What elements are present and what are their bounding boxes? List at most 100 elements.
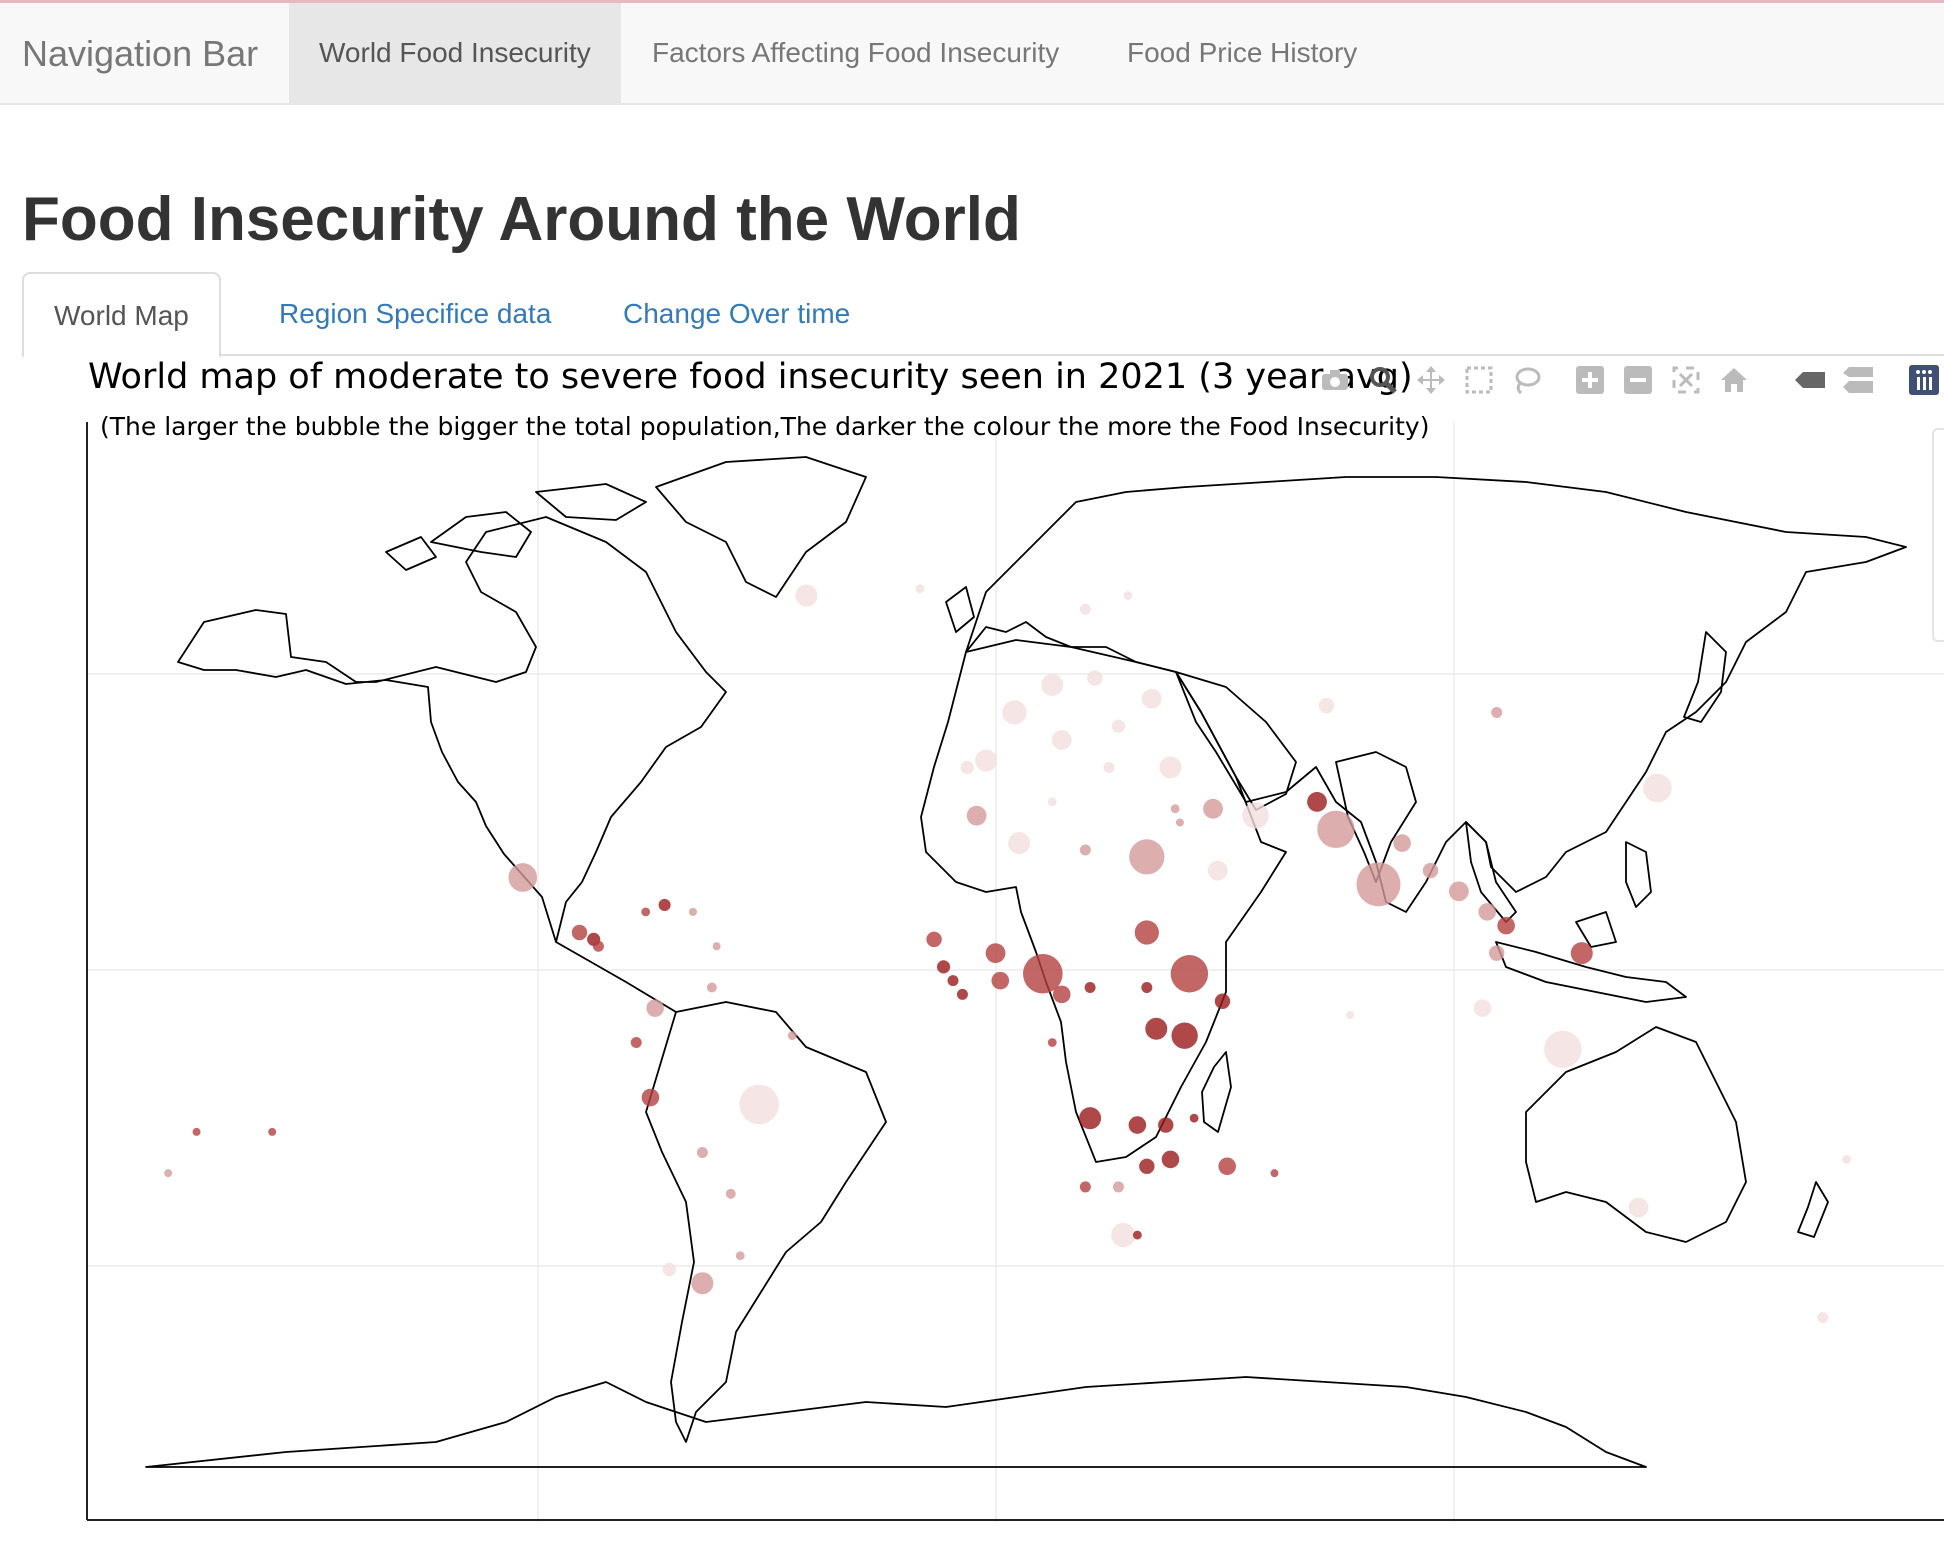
- zoom-in-icon[interactable]: [1570, 355, 1610, 405]
- country-bubble[interactable]: [915, 584, 925, 594]
- nav-food-price-history[interactable]: Food Price History: [1127, 37, 1358, 68]
- country-bubble[interactable]: [975, 749, 998, 772]
- country-bubble[interactable]: [508, 863, 538, 892]
- country-bubble[interactable]: [966, 805, 987, 826]
- country-bubble[interactable]: [1087, 670, 1103, 686]
- lasso-select-icon[interactable]: [1507, 355, 1547, 405]
- country-bubble[interactable]: [1488, 945, 1505, 961]
- country-bubble[interactable]: [1134, 920, 1159, 945]
- country-bubble[interactable]: [712, 942, 721, 951]
- country-bubble[interactable]: [1171, 1022, 1198, 1049]
- country-bubble[interactable]: [956, 988, 968, 1000]
- country-bubble[interactable]: [1207, 860, 1228, 881]
- country-bubble[interactable]: [739, 1084, 779, 1125]
- country-bubble[interactable]: [1051, 730, 1072, 750]
- country-bubble[interactable]: [1111, 1222, 1136, 1248]
- country-bubble[interactable]: [1422, 862, 1439, 879]
- pan-icon[interactable]: [1411, 355, 1451, 405]
- country-bubble[interactable]: [1129, 839, 1165, 875]
- country-bubble[interactable]: [1047, 797, 1057, 807]
- country-bubble[interactable]: [1393, 834, 1411, 852]
- bubble-layer[interactable]: [164, 584, 1851, 1324]
- reset-home-icon[interactable]: [1714, 355, 1754, 405]
- country-bubble[interactable]: [1643, 773, 1672, 803]
- country-bubble[interactable]: [985, 943, 1006, 964]
- country-bubble[interactable]: [795, 584, 818, 607]
- country-bubble[interactable]: [1448, 881, 1469, 902]
- country-bubble[interactable]: [1170, 955, 1209, 993]
- tab-world-map[interactable]: World Map: [22, 272, 221, 358]
- country-bubble[interactable]: [192, 1127, 201, 1136]
- country-bubble[interactable]: [1008, 832, 1031, 855]
- country-bubble[interactable]: [641, 907, 651, 917]
- nav-factors-affecting-food-insecurity[interactable]: Factors Affecting Food Insecurity: [652, 37, 1060, 68]
- world-map-chart[interactable]: [86, 422, 1944, 1522]
- country-bubble[interactable]: [1317, 810, 1355, 849]
- zoom-icon[interactable]: [1363, 355, 1403, 405]
- country-bubble[interactable]: [1491, 706, 1503, 718]
- country-bubble[interactable]: [1628, 1197, 1649, 1218]
- country-bubble[interactable]: [1544, 1030, 1582, 1069]
- country-bubble[interactable]: [1002, 700, 1027, 725]
- country-bubble[interactable]: [1128, 1116, 1147, 1134]
- country-bubble[interactable]: [641, 1088, 660, 1107]
- country-bubble[interactable]: [1123, 591, 1133, 600]
- country-bubble[interactable]: [991, 971, 1010, 990]
- zoom-out-icon[interactable]: [1618, 355, 1658, 405]
- country-bubble[interactable]: [1473, 999, 1492, 1017]
- country-bubble[interactable]: [706, 982, 717, 993]
- country-bubble[interactable]: [1203, 798, 1223, 819]
- country-bubble[interactable]: [646, 999, 664, 1017]
- country-bubble[interactable]: [1047, 1038, 1057, 1047]
- country-bubble[interactable]: [696, 1147, 708, 1159]
- country-bubble[interactable]: [630, 1037, 642, 1049]
- country-bubble[interactable]: [1145, 1017, 1168, 1040]
- country-bubble[interactable]: [1139, 1158, 1155, 1175]
- country-bubble[interactable]: [1346, 1011, 1355, 1020]
- box-select-icon[interactable]: [1459, 355, 1499, 405]
- country-bubble[interactable]: [1159, 756, 1182, 779]
- nav-world-food-insecurity[interactable]: World Food Insecurity: [289, 3, 621, 103]
- camera-icon[interactable]: [1315, 355, 1355, 405]
- country-bubble[interactable]: [1112, 1181, 1124, 1193]
- country-bubble[interactable]: [1356, 862, 1401, 907]
- country-bubble[interactable]: [1570, 942, 1593, 965]
- country-bubble[interactable]: [688, 907, 697, 916]
- country-bubble[interactable]: [1242, 802, 1269, 829]
- country-bubble[interactable]: [1132, 1230, 1142, 1240]
- country-bubble[interactable]: [571, 924, 588, 941]
- country-bubble[interactable]: [662, 1262, 676, 1277]
- country-bubble[interactable]: [1307, 791, 1327, 812]
- country-bubble[interactable]: [1158, 1117, 1174, 1133]
- country-bubble[interactable]: [1103, 761, 1115, 773]
- country-bubble[interactable]: [1842, 1155, 1851, 1164]
- country-bubble[interactable]: [1497, 916, 1515, 935]
- country-bubble[interactable]: [1189, 1113, 1199, 1123]
- country-bubble[interactable]: [1175, 818, 1184, 827]
- plotly-logo-icon[interactable]: [1904, 355, 1944, 405]
- country-bubble[interactable]: [1270, 1169, 1279, 1178]
- country-bubble[interactable]: [1079, 1181, 1091, 1193]
- country-bubble[interactable]: [268, 1127, 277, 1136]
- country-bubble[interactable]: [787, 1031, 797, 1041]
- country-bubble[interactable]: [1170, 804, 1180, 814]
- country-bubble[interactable]: [1084, 982, 1096, 994]
- country-bubble[interactable]: [947, 975, 959, 987]
- country-bubble[interactable]: [1318, 697, 1335, 714]
- country-bubble[interactable]: [735, 1251, 745, 1261]
- country-bubble[interactable]: [725, 1188, 736, 1199]
- country-bubble[interactable]: [960, 760, 974, 775]
- country-bubble[interactable]: [1041, 673, 1064, 696]
- country-bubble[interactable]: [1052, 985, 1071, 1004]
- tab-change-over-time[interactable]: Change Over time: [623, 298, 851, 329]
- country-bubble[interactable]: [691, 1272, 714, 1295]
- country-bubble[interactable]: [1478, 903, 1497, 921]
- country-bubble[interactable]: [164, 1169, 173, 1178]
- hover-closest-icon[interactable]: [1790, 355, 1830, 405]
- country-bubble[interactable]: [658, 898, 671, 912]
- country-bubble[interactable]: [1079, 603, 1091, 615]
- scrollbar-hint[interactable]: [1932, 428, 1944, 642]
- country-bubble[interactable]: [1214, 993, 1231, 1009]
- country-bubble[interactable]: [1141, 982, 1153, 994]
- tab-region-specific-data[interactable]: Region Specifice data: [279, 298, 552, 329]
